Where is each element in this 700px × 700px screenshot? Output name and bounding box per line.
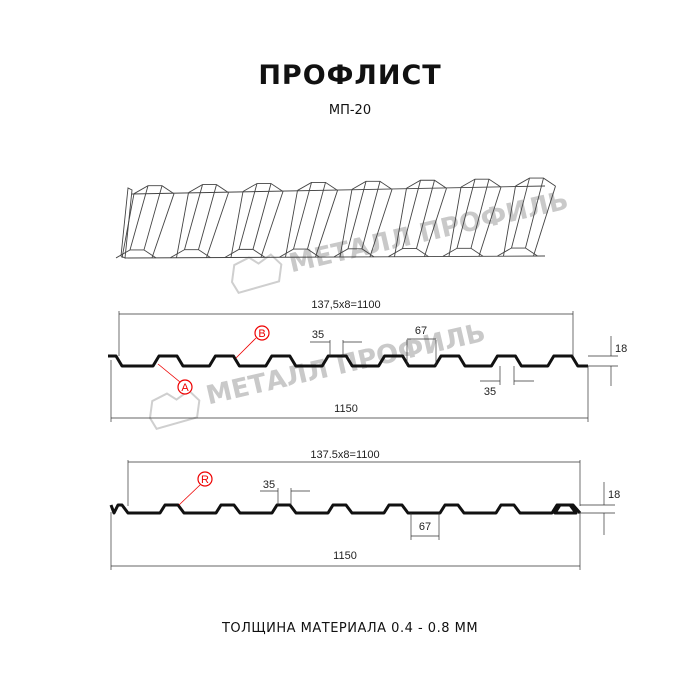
svg-text:R: R (201, 474, 209, 486)
sheet-crest-bottom (170, 249, 211, 259)
sheet-crest-edge (151, 193, 175, 258)
sheet-crest-edge (238, 183, 258, 250)
sheet-crest-edge (143, 185, 163, 250)
sheet-crest-bottom (224, 248, 266, 258)
sheet-crest (351, 180, 393, 190)
sheet-crest (188, 184, 229, 194)
marker-b: B (235, 325, 270, 359)
pitch-label: 137,5x8=1100 (311, 299, 380, 311)
sheet-crest-edge (198, 184, 217, 250)
page-title: ПРОФЛИСТ (258, 60, 442, 91)
profile-top-drawing: 137,5x8=1100 1150 35 67 35 18 B A (108, 299, 627, 422)
sheet-top-edge (131, 185, 546, 195)
logo-icon (148, 389, 201, 430)
sheet-crest-edge (478, 187, 502, 257)
sheet-isometric-view (115, 177, 556, 259)
sheet-crest-edge (424, 188, 447, 257)
sheet-crest-edge (416, 180, 435, 249)
sheet-crest-edge (293, 182, 312, 250)
sheet-crest-edge (230, 191, 244, 258)
sheet-crest-bottom (497, 247, 538, 257)
valley-width-label: 67 (415, 325, 427, 337)
watermark-text: МЕТАЛЛ ПРОФИЛЬ (286, 186, 571, 279)
sheet-crest-bottom (388, 248, 429, 257)
sheet-crest-edge (456, 179, 476, 249)
sheet-bottom-edge (124, 255, 546, 259)
sheet-crest-edge (533, 185, 556, 257)
profile-bottom-line (109, 503, 582, 515)
sheet-crest-edge (176, 192, 189, 258)
pitch-label: 137.5x8=1100 (310, 449, 379, 461)
sheet-crest-edge (307, 182, 326, 250)
height-label: 18 (608, 489, 620, 501)
sheet-crest-bottom (333, 248, 375, 258)
sheet-crest-edge (525, 177, 544, 249)
sheet-crest (460, 178, 502, 188)
sheet-crest-edge (369, 189, 393, 257)
marker-a: A (157, 363, 193, 395)
sheet-crest-edge (260, 191, 284, 258)
sheet-crest-edge (206, 192, 229, 258)
sheet-crest-edge (121, 193, 135, 259)
sheet-crest-edge (129, 185, 149, 251)
sheet-crest-edge (347, 181, 367, 249)
bottom-width-label: 35 (484, 386, 496, 398)
sheet-crest-edge (511, 177, 530, 249)
sheet-crest-edge (503, 185, 516, 257)
sheet-crest-edge (470, 179, 490, 249)
sheet-crest-bottom (442, 247, 484, 257)
sheet-crest (406, 179, 447, 189)
logo-icon (230, 253, 283, 294)
valley-width-label: 67 (419, 521, 431, 533)
crest-width-label: 35 (263, 479, 275, 491)
width-label: 1150 (334, 403, 358, 415)
profile-top-line (108, 354, 588, 368)
marker-r: R (178, 471, 213, 506)
sheet-crest-bottom (115, 249, 157, 259)
material-thickness-note: ТОЛЩИНА МАТЕРИАЛА 0.4 - 0.8 ММ (221, 621, 479, 636)
sheet-crest-edge (252, 183, 272, 250)
sheet-crest (515, 177, 556, 187)
height-label: 18 (615, 343, 627, 355)
sheet-crest-edge (184, 184, 203, 250)
sheet-crest-edge (448, 187, 462, 257)
watermark-top: МЕТАЛЛ ПРОФИЛЬ (230, 186, 571, 294)
sheet-crest-edge (339, 189, 353, 257)
sheet-crest-edge (361, 181, 381, 249)
width-label: 1150 (333, 550, 357, 562)
sheet-crest (242, 183, 284, 192)
sheet-crest-edge (315, 190, 338, 258)
sheet-crest-edge (402, 180, 421, 249)
svg-text:B: B (258, 328, 265, 340)
sheet-crest-bottom (279, 248, 320, 258)
sheet-crest (133, 185, 175, 195)
profile-bottom-drawing: 137.5x8=1100 1150 35 67 18 R (109, 449, 620, 570)
page-subtitle: МП-20 (328, 103, 372, 118)
sheet-crest (297, 181, 338, 191)
crest-width-label: 35 (312, 329, 324, 341)
sheet-crest-edge (285, 190, 298, 258)
svg-text:A: A (181, 382, 189, 394)
sheet-crest-edge (394, 188, 407, 257)
